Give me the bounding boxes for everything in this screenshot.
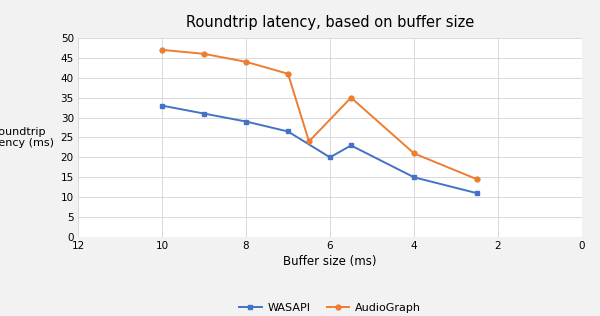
WASAPI [326,155,334,159]
WASAPI [242,120,250,124]
WASAPI [200,112,208,115]
X-axis label: Buffer size (ms): Buffer size (ms) [283,255,377,268]
AudioGraph [284,72,292,76]
Y-axis label: Roundtrip
latency (ms): Roundtrip latency (ms) [0,127,54,148]
WASAPI [158,104,166,107]
AudioGraph [158,48,166,52]
AudioGraph [242,60,250,64]
AudioGraph [473,177,481,181]
Title: Roundtrip latency, based on buffer size: Roundtrip latency, based on buffer size [186,15,474,30]
WASAPI [473,191,481,195]
AudioGraph [200,52,208,56]
WASAPI [284,130,292,133]
AudioGraph [410,151,418,155]
Legend: WASAPI, AudioGraph: WASAPI, AudioGraph [235,298,425,316]
WASAPI [347,143,355,147]
WASAPI [410,175,418,179]
Line: AudioGraph: AudioGraph [160,47,479,182]
AudioGraph [347,96,355,100]
AudioGraph [305,140,313,143]
Line: WASAPI: WASAPI [160,103,479,196]
